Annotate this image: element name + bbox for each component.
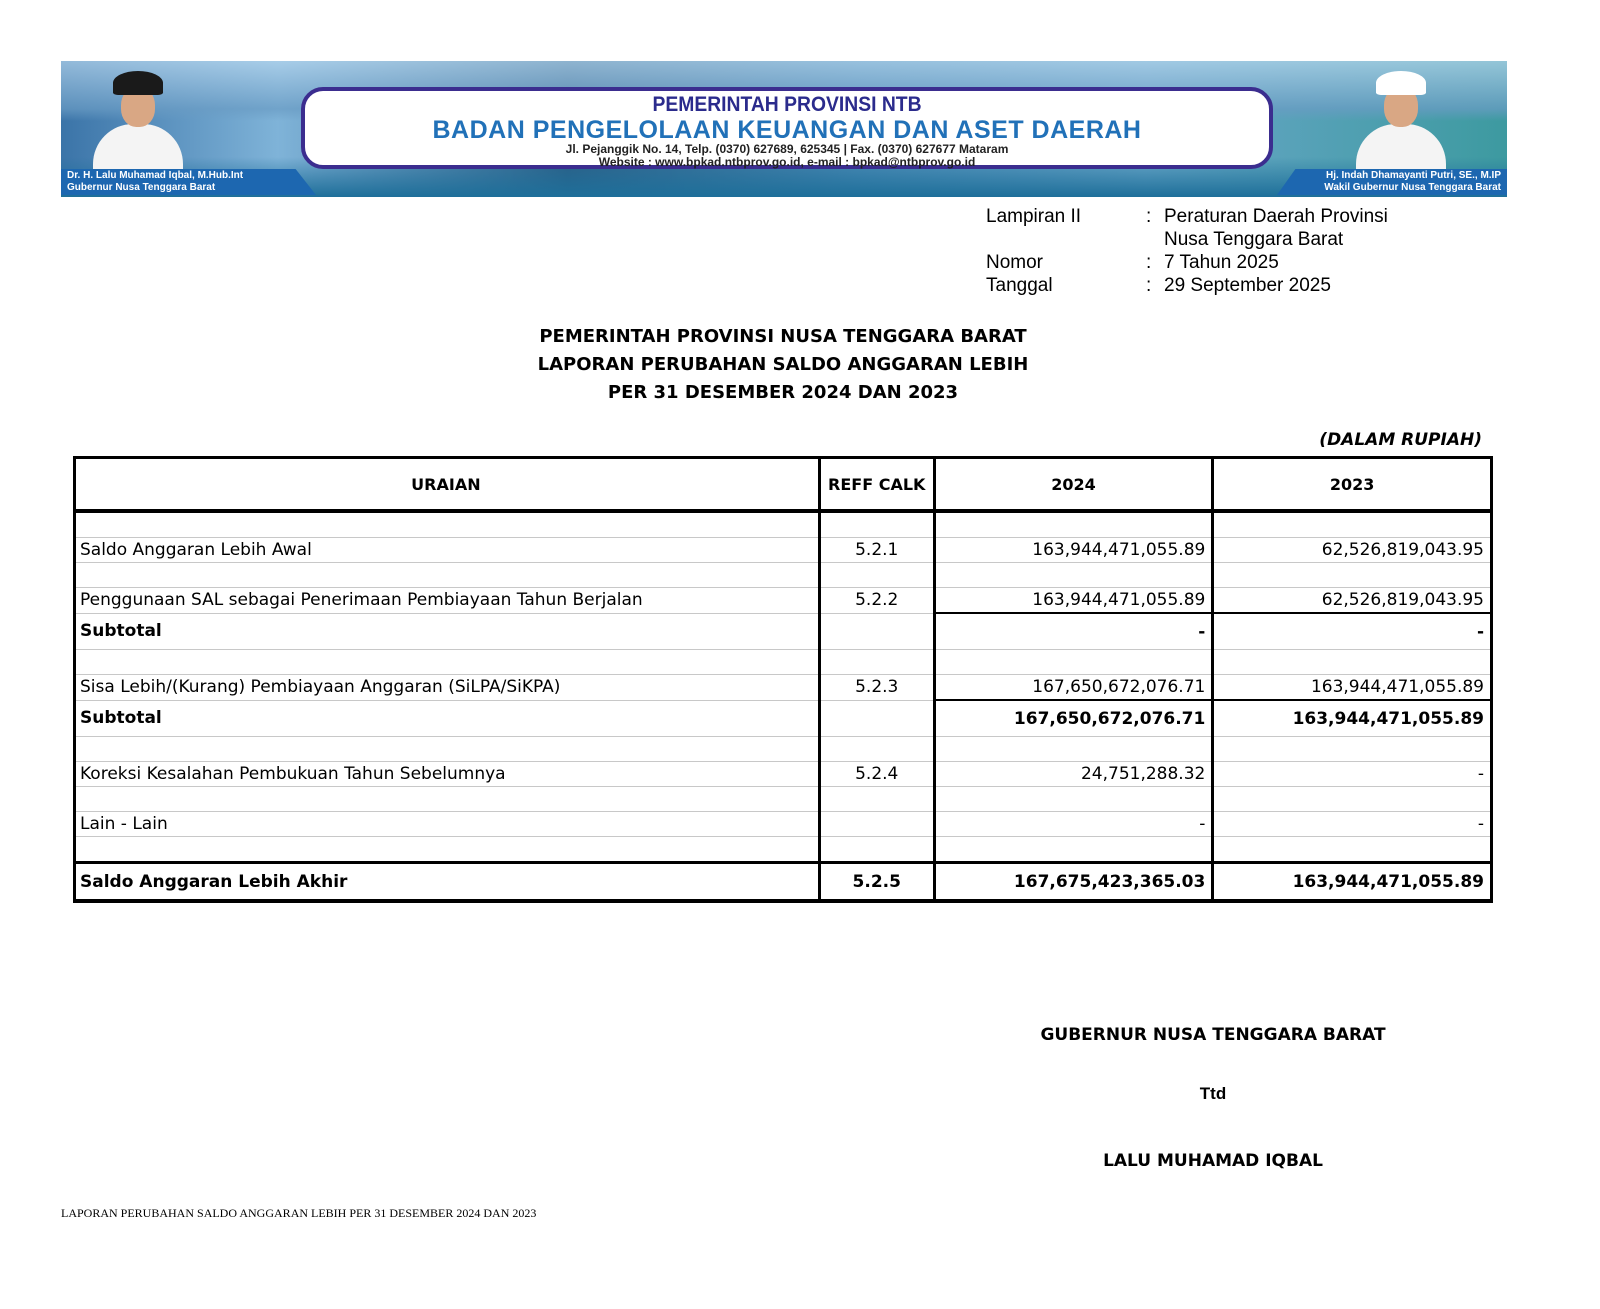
- report-title: PEMERINTAH PROVINSI NUSA TENGGARA BARAT …: [537, 326, 1029, 403]
- row-2023: 163,944,471,055.89: [1211, 674, 1493, 701]
- sal-table: URAIAN REFF CALK 2024 2023 Saldo Anggara…: [73, 456, 1493, 903]
- spacer-row: [73, 511, 1493, 538]
- header-uraian: URAIAN: [73, 456, 821, 513]
- vice-governor-photo: [1346, 69, 1456, 174]
- row-label: Saldo Anggaran Lebih Akhir: [73, 861, 821, 903]
- table-row: Penggunaan SAL sebagai Penerimaan Pembia…: [73, 587, 1493, 614]
- row-label: Penggunaan SAL sebagai Penerimaan Pembia…: [73, 587, 821, 614]
- spacer-row: [73, 786, 1493, 812]
- row-2024: 167,675,423,365.03: [932, 861, 1215, 903]
- vice-governor-caption: Hj. Indah Dhamayanti Putri, SE., M.IP Wa…: [1277, 169, 1507, 195]
- row-2023: 163,944,471,055.89: [1211, 861, 1493, 903]
- governor-caption: Dr. H. Lalu Muhamad Iqbal, M.Hub.Int Gub…: [61, 169, 316, 195]
- header-reff: REFF CALK: [817, 456, 936, 513]
- row-2023: 62,526,819,043.95: [1211, 537, 1493, 563]
- row-ref: 5.2.1: [817, 537, 936, 563]
- row-2024: 163,944,471,055.89: [932, 587, 1215, 614]
- row-2023: 163,944,471,055.89: [1211, 699, 1493, 737]
- governor-photo: [83, 69, 193, 174]
- row-label: Saldo Anggaran Lebih Awal: [73, 537, 821, 563]
- table-row: Subtotal 167,650,672,076.71 163,944,471,05…: [73, 699, 1493, 737]
- row-ref: 5.2.2: [817, 587, 936, 614]
- row-2023: -: [1211, 761, 1493, 787]
- table-row: Saldo Anggaran Lebih Awal 5.2.1 163,944,47…: [73, 537, 1493, 563]
- row-2023: -: [1211, 811, 1493, 837]
- row-2024: 167,650,672,076.71: [932, 674, 1215, 701]
- spacer-row: [73, 836, 1493, 863]
- row-ref: 5.2.4: [817, 761, 936, 787]
- row-2023: 62,526,819,043.95: [1211, 587, 1493, 614]
- row-2024: 24,751,288.32: [932, 761, 1215, 787]
- row-2024: -: [932, 612, 1215, 650]
- attachment-info: Lampiran II: Peraturan Daerah Provinsi Nu…: [986, 206, 1388, 296]
- header-2023: 2023: [1211, 456, 1493, 513]
- signature-title: GUBERNUR NUSA TENGGARA BARAT: [1040, 1025, 1386, 1045]
- row-ref: [817, 811, 936, 837]
- banner-line1: PEMERINTAH PROVINSI NTB: [652, 93, 922, 116]
- row-label: Koreksi Kesalahan Pembukuan Tahun Sebelu…: [73, 761, 821, 787]
- row-2023: -: [1211, 612, 1493, 650]
- spacer-row: [73, 736, 1493, 762]
- row-label: Sisa Lebih/(Kurang) Pembiayaan Anggaran …: [73, 674, 821, 701]
- table-row: Subtotal - -: [73, 612, 1493, 650]
- row-ref: 5.2.3: [817, 674, 936, 701]
- signature-ttd: Ttd: [1199, 1084, 1227, 1103]
- row-label: Subtotal: [73, 613, 821, 650]
- header-2024: 2024: [932, 456, 1215, 513]
- header-banner: Dr. H. Lalu Muhamad Iqbal, M.Hub.Int Gub…: [61, 61, 1507, 197]
- table-row: Sisa Lebih/(Kurang) Pembiayaan Anggaran …: [73, 674, 1493, 701]
- currency-unit: (DALAM RUPIAH): [1319, 430, 1482, 450]
- row-label: Lain - Lain: [73, 811, 821, 837]
- spacer-row: [73, 562, 1493, 588]
- agency-title-box: PEMERINTAH PROVINSI NTB BADAN PENGELOLAA…: [301, 87, 1273, 169]
- row-2024: -: [932, 811, 1215, 837]
- row-2024: 167,650,672,076.71: [932, 699, 1215, 737]
- row-ref: 5.2.5: [817, 861, 936, 903]
- banner-website: Website : www.bpkad.ntbprov.go.id, e-mai…: [598, 155, 976, 169]
- page-footer: LAPORAN PERUBAHAN SALDO ANGGARAN LEBIH P…: [61, 1206, 537, 1220]
- table-row: Saldo Anggaran Lebih Akhir 5.2.5 167,675,4…: [73, 861, 1493, 903]
- banner-line2: BADAN PENGELOLAAN KEUANGAN DAN ASET DAER…: [432, 116, 1142, 144]
- banner-address: Jl. Pejanggik No. 14, Telp. (0370) 62768…: [565, 142, 1009, 156]
- spacer-row: [73, 649, 1493, 675]
- table-row: Lain - Lain - -: [73, 811, 1493, 837]
- row-2024: 163,944,471,055.89: [932, 537, 1215, 563]
- row-ref: [817, 700, 936, 737]
- signature-name: LALU MUHAMAD IQBAL: [1103, 1151, 1323, 1171]
- table-row: Koreksi Kesalahan Pembukuan Tahun Sebelu…: [73, 761, 1493, 787]
- row-label: Subtotal: [73, 700, 821, 737]
- row-ref: [817, 613, 936, 650]
